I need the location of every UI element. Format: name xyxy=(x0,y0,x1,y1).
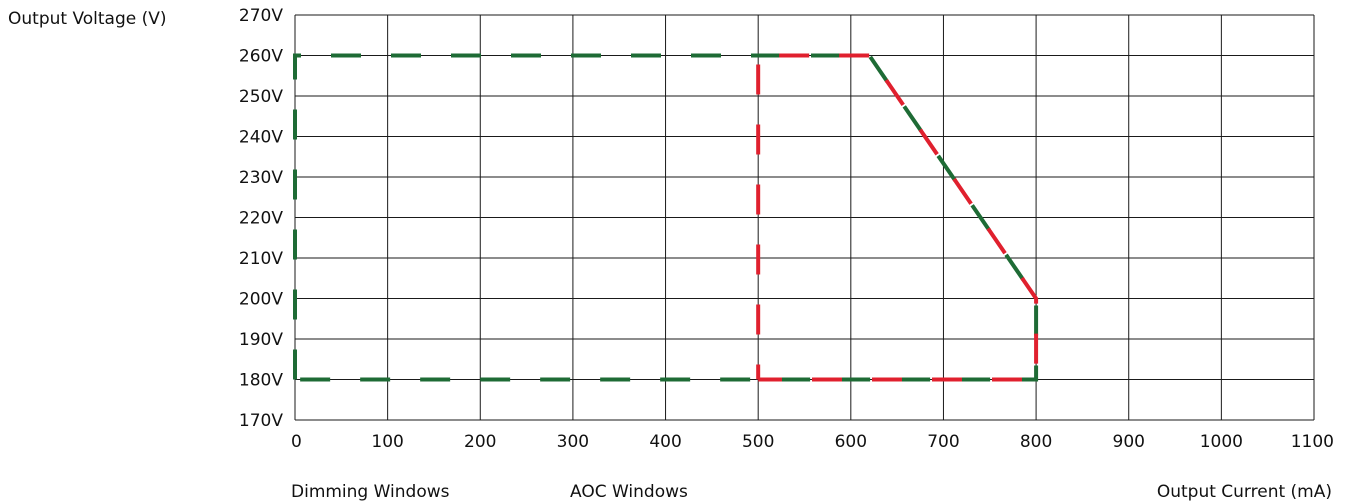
y-tick-label-6: 230V xyxy=(239,168,283,188)
series-layer xyxy=(293,53,1039,382)
x-tick-label-2: 200 xyxy=(464,432,496,452)
x-tick-labels: 0 100 200 300 400 500 600 700 800 900 1000 1100 xyxy=(291,432,1334,452)
x-tick-label-0: 0 xyxy=(291,432,302,452)
x-tick-label-8: 800 xyxy=(1020,432,1052,452)
x-tick-label-6: 600 xyxy=(835,432,867,452)
x-tick-label-5: 500 xyxy=(742,432,774,452)
series-line-0 xyxy=(293,53,1039,382)
x-tick-label-1: 100 xyxy=(371,432,403,452)
y-tick-label-9: 260V xyxy=(239,47,283,67)
y-tick-label-3: 200V xyxy=(239,290,283,310)
x-tick-label-9: 900 xyxy=(1113,432,1145,452)
y-axis-title: Output Voltage (V) xyxy=(8,9,167,29)
y-tick-label-0: 170V xyxy=(239,411,283,431)
y-tick-labels: 170V 180V 190V 200V 210V 220V 230V 240V 250V 260V… xyxy=(239,6,283,431)
x-tick-label-11: 1100 xyxy=(1291,432,1334,452)
y-tick-label-7: 240V xyxy=(239,128,283,148)
y-tick-label-1: 180V xyxy=(239,371,283,391)
x-tick-label-7: 700 xyxy=(927,432,959,452)
y-tick-label-8: 250V xyxy=(239,87,283,107)
x-tick-label-4: 400 xyxy=(649,432,681,452)
x-tick-label-10: 1000 xyxy=(1200,432,1243,452)
legend-label-dimming-windows: Dimming Windows xyxy=(291,482,450,502)
y-tick-label-5: 220V xyxy=(239,209,283,229)
y-tick-label-2: 190V xyxy=(239,330,283,350)
x-tick-label-3: 300 xyxy=(557,432,589,452)
legend-label-aoc-windows: AOC Windows xyxy=(570,482,688,502)
y-tick-label-10: 270V xyxy=(239,6,283,26)
x-axis-title: Output Current (mA) xyxy=(1157,482,1332,502)
y-tick-label-4: 210V xyxy=(239,249,283,269)
grid-layer xyxy=(294,14,1315,421)
